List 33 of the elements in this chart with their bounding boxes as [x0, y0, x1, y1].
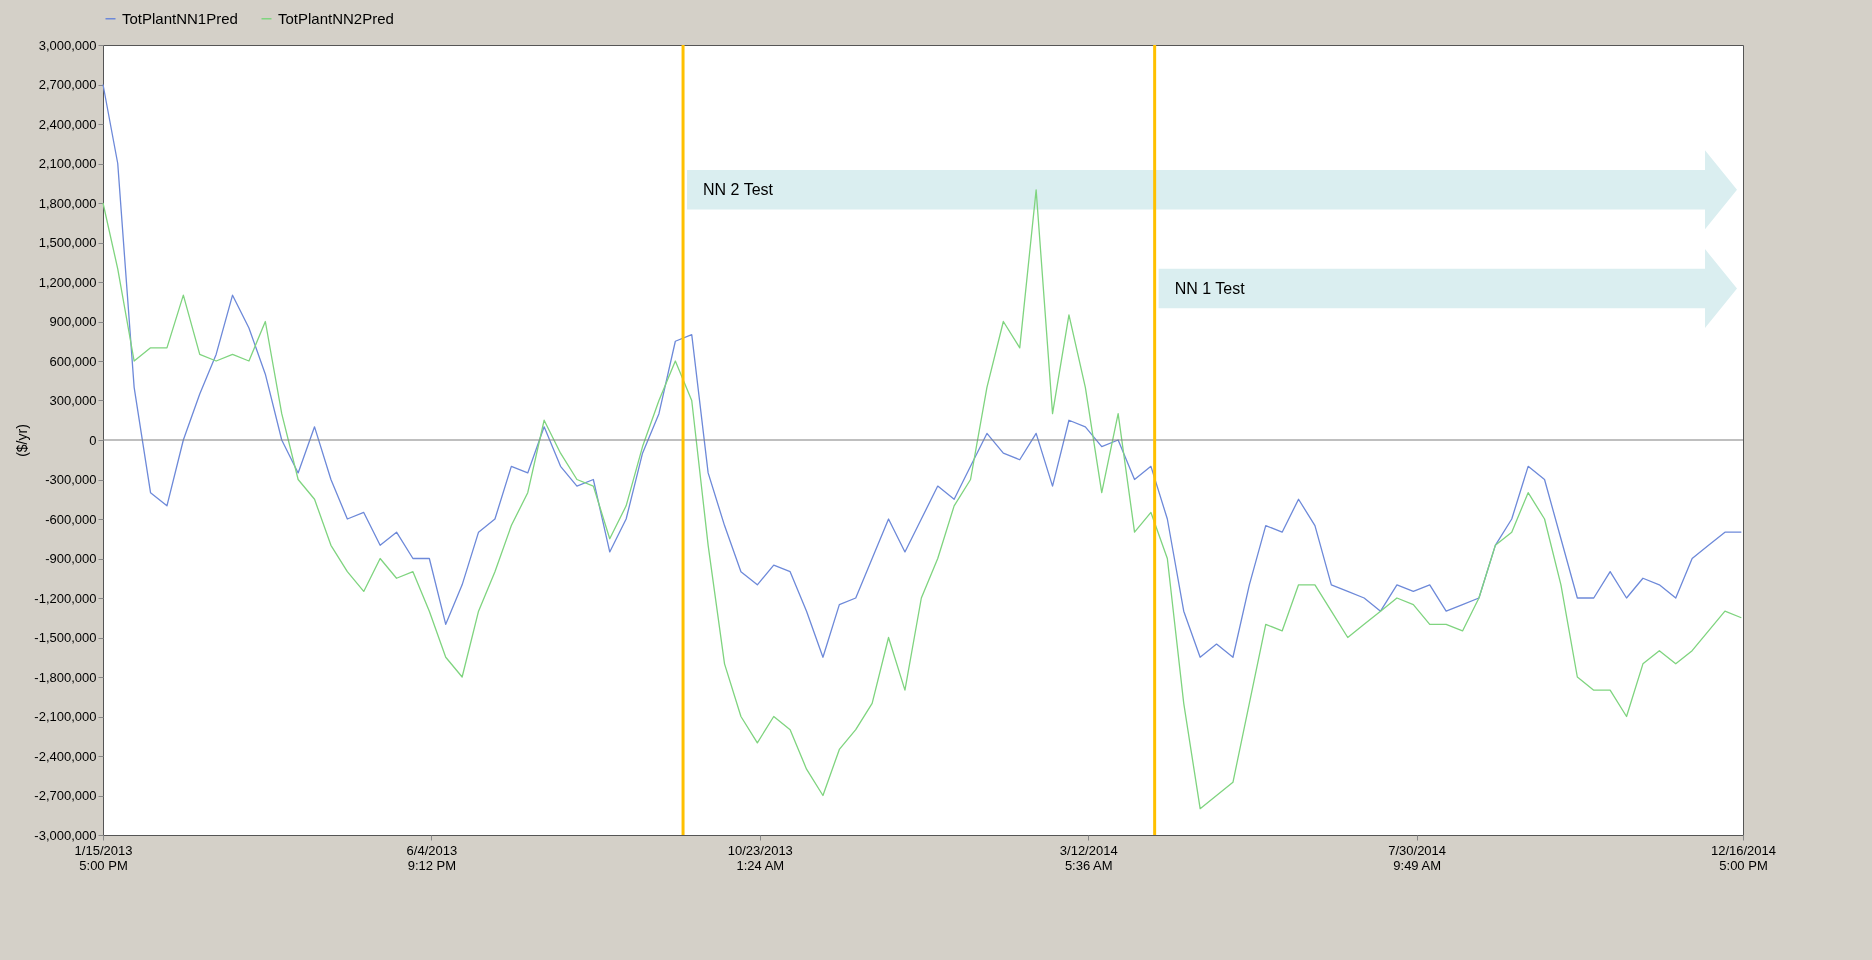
legend-label: TotPlantNN1Pred [122, 9, 238, 27]
annotation: NN 1 Test [1174, 279, 1246, 297]
y-tick-label: 0 [89, 432, 97, 448]
line-series [102, 83, 1742, 658]
y-tick-label: 1,200,000 [38, 274, 97, 290]
y-tick-label: 600,000 [49, 353, 97, 369]
y-tick-label: -300,000 [45, 472, 97, 487]
y-tick-label: 900,000 [49, 314, 97, 329]
x-tick-label: 6/4/2013 9:12 PM [406, 842, 458, 873]
y-tick-label: 300,000 [49, 393, 97, 408]
x-tick-label: 12/16/2014 5:00 PM [1710, 842, 1777, 873]
y-tick-label: 2,700,000 [38, 77, 97, 92]
y-tick-label: 3,000,000 [38, 37, 97, 53]
y-tick-label: -2,700,000 [34, 788, 97, 803]
y-tick-label: -2,400,000 [34, 748, 97, 764]
y-tick-label: 2,100,000 [38, 156, 97, 171]
y-tick-label: -1,800,000 [34, 669, 97, 685]
y-tick-label: -3,000,000 [34, 827, 97, 843]
x-tick-label: 1/15/2013 5:00 PM [74, 842, 133, 873]
y-tick-label: -2,100,000 [34, 709, 97, 724]
y-tick-label: -600,000 [45, 511, 97, 527]
y-axis-title: ($/yr) [14, 424, 31, 457]
y-tick-label: -1,500,000 [34, 630, 97, 645]
legend-label: TotPlantNN2Pred [278, 9, 394, 27]
x-tick-label: 7/30/2014 9:49 AM [1388, 842, 1447, 873]
y-tick-label: 2,400,000 [38, 116, 97, 132]
y-tick-label: -900,000 [45, 551, 97, 566]
y-tick-label: -1,200,000 [34, 590, 97, 606]
x-tick-label: 10/23/2013 1:24 AM [727, 842, 793, 873]
x-tick-label: 3/12/2014 5:36 AM [1059, 842, 1118, 873]
y-tick-label: 1,800,000 [38, 195, 97, 211]
y-tick-label: 1,500,000 [38, 235, 97, 250]
annotation: NN 2 Test [703, 180, 774, 198]
